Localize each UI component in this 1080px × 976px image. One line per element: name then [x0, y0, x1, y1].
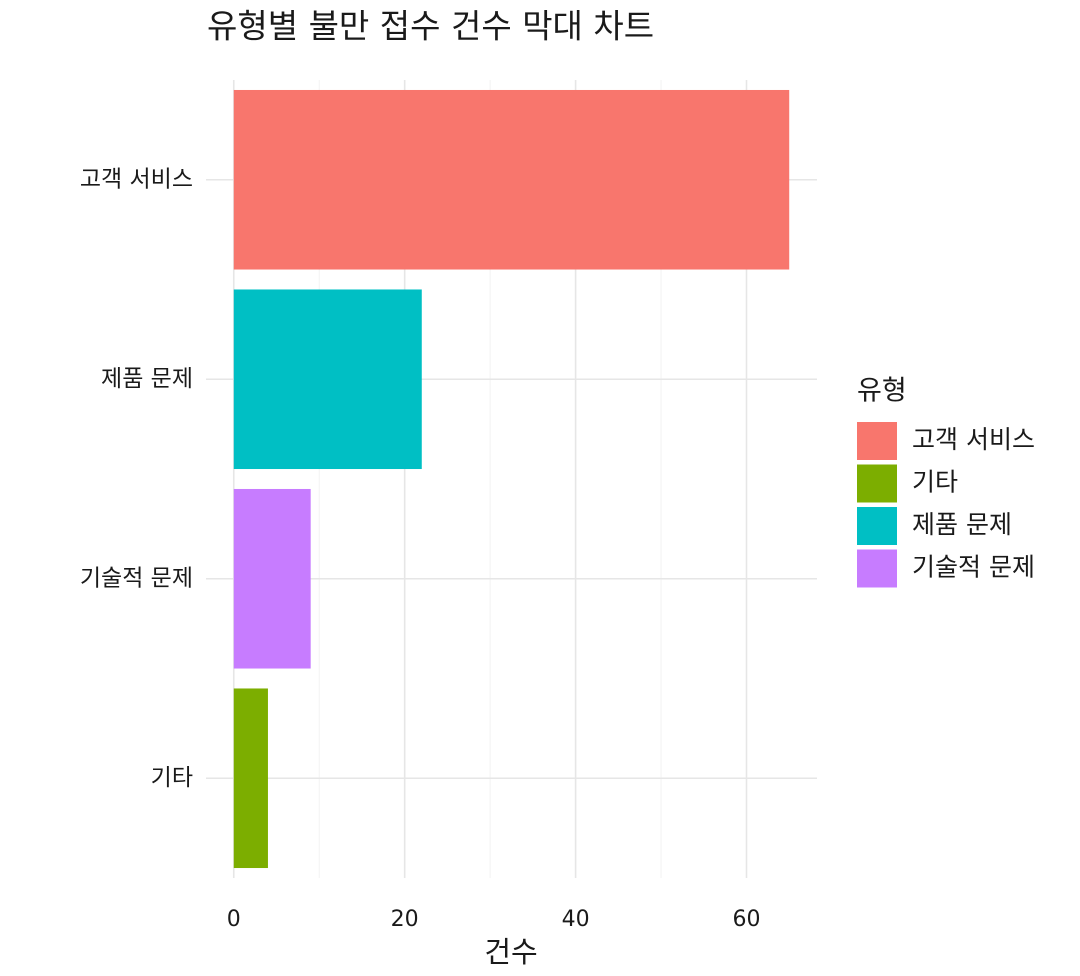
legend-label: 고객 서비스: [912, 425, 1035, 454]
legend-key: [857, 549, 897, 588]
bar: [233, 89, 790, 270]
legend-key: [857, 422, 897, 460]
bar: [233, 289, 422, 470]
x-tick-label: 0: [227, 907, 241, 932]
legend-key: [857, 464, 897, 503]
x-tick-label: 40: [562, 907, 590, 932]
legend-title: 유형: [857, 376, 907, 407]
chart-title: 유형별 불만 접수 건수 막대 차트: [207, 7, 654, 46]
y-tick-label: 기타: [151, 765, 193, 791]
x-tick-label: 60: [733, 907, 761, 932]
legend-label: 제품 문제: [912, 510, 1012, 539]
bar: [233, 488, 311, 669]
x-axis-title: 건수: [484, 935, 537, 969]
y-tick-label: 제품 문제: [101, 366, 193, 392]
bar: [233, 688, 268, 869]
y-tick-label: 고객 서비스: [80, 166, 193, 192]
legend-label: 기술적 문제: [912, 553, 1035, 582]
x-tick-label: 20: [391, 907, 419, 932]
legend-label: 기타: [912, 468, 958, 497]
y-tick-label: 기술적 문제: [80, 565, 193, 591]
legend-key: [857, 507, 897, 545]
